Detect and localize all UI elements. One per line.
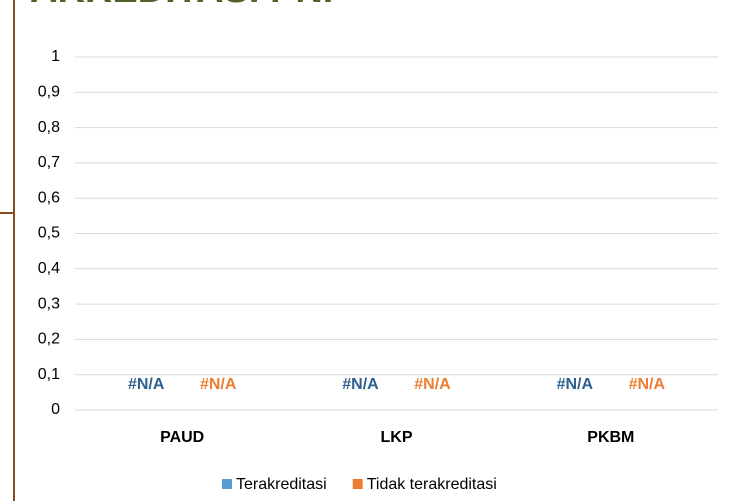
- y-tick-label: 0,4: [38, 260, 60, 277]
- x-tick-label: LKP: [381, 429, 413, 446]
- data-label: #N/A: [342, 376, 379, 393]
- legend-label: Tidak terakreditasi: [367, 476, 497, 493]
- data-label: #N/A: [200, 376, 237, 393]
- y-tick-label: 0: [51, 401, 60, 418]
- legend-swatch: [352, 479, 363, 489]
- y-tick-label: 0,5: [38, 225, 60, 242]
- data-label: #N/A: [128, 376, 165, 393]
- y-tick-label: 0,2: [38, 331, 60, 348]
- data-label: #N/A: [629, 376, 666, 393]
- x-tick-label: PKBM: [587, 429, 634, 446]
- legend-swatch: [222, 479, 232, 489]
- y-tick-label: 0,9: [38, 84, 60, 101]
- data-label: #N/A: [414, 376, 451, 393]
- data-label: #N/A: [557, 376, 594, 393]
- y-tick-label: 0,1: [38, 366, 60, 383]
- x-tick-label: PAUD: [160, 429, 204, 446]
- chart-title: AKREDITASI PNF: [30, 0, 346, 11]
- y-tick-label: 0,7: [38, 154, 60, 171]
- y-tick-label: 0,3: [38, 295, 60, 312]
- legend-label: Terakreditasi: [236, 476, 327, 493]
- y-tick-label: 0,6: [38, 189, 60, 206]
- y-tick-label: 0,8: [38, 119, 60, 136]
- y-tick-label: 1: [51, 48, 60, 65]
